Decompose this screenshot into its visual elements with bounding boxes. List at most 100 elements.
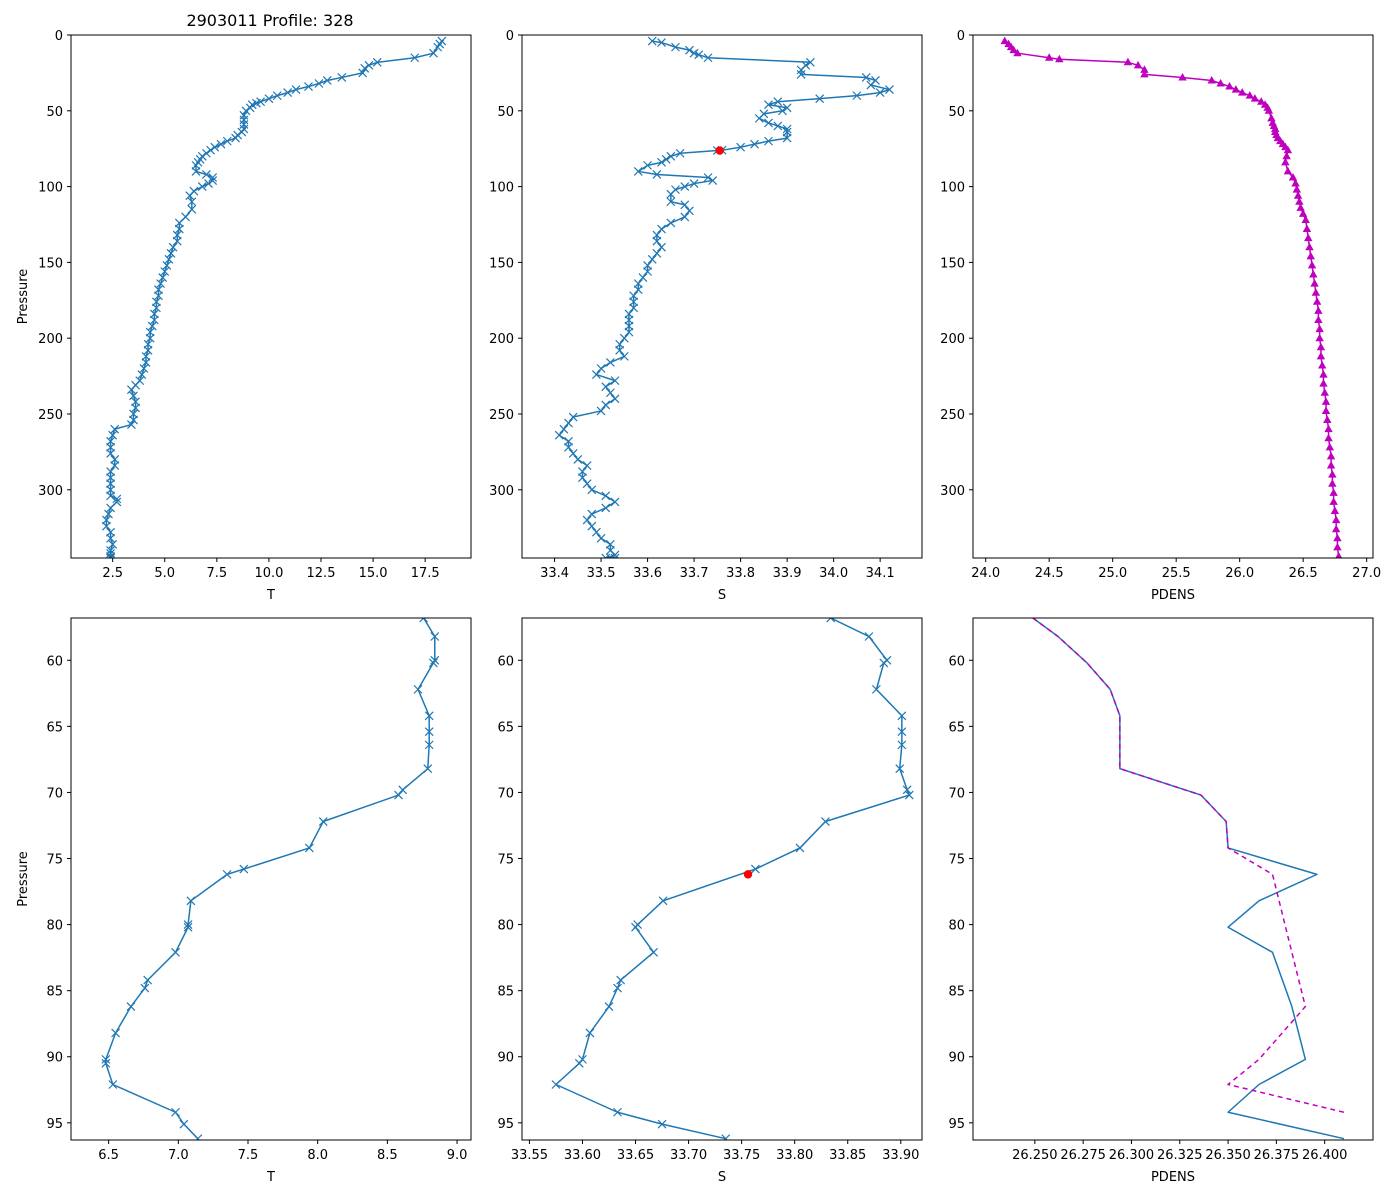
data-point-marker	[703, 173, 713, 182]
data-point-marker	[1133, 60, 1143, 69]
data-point-marker	[106, 503, 116, 513]
series-line-s	[558, 40, 891, 558]
y-tick-label: 250	[38, 408, 63, 423]
data-point-marker	[1319, 379, 1328, 387]
data-point-marker	[428, 658, 438, 668]
x-tick-label: 34.1	[866, 566, 895, 581]
x-tick-label: 33.70	[670, 1148, 707, 1163]
data-point-marker	[764, 136, 773, 146]
y-tick-label: 0	[957, 29, 965, 44]
data-point-marker	[605, 388, 615, 398]
data-point-marker	[1292, 185, 1302, 193]
y-tick-label: 85	[46, 985, 63, 1000]
data-point-marker	[596, 406, 606, 416]
data-point-marker	[110, 461, 120, 470]
y-tick-label: 85	[497, 985, 514, 1000]
data-point-marker	[633, 167, 643, 176]
data-point-marker	[337, 73, 347, 82]
y-tick-label: 70	[497, 786, 514, 801]
data-point-marker	[364, 60, 374, 70]
y-tick-label: 65	[948, 720, 965, 735]
data-point-marker	[272, 91, 282, 101]
x-tick-label: 33.80	[776, 1148, 813, 1163]
data-point-marker	[649, 947, 658, 957]
data-point-marker	[1315, 324, 1324, 333]
x-tick-label: 33.6	[633, 566, 662, 581]
data-point-marker	[897, 711, 907, 721]
y-tick-label: 250	[940, 408, 965, 423]
data-point-marker	[145, 333, 155, 343]
y-tick-label: 80	[948, 919, 965, 934]
x-tick-label: 26.250	[1012, 1148, 1058, 1163]
data-point-marker	[131, 403, 141, 413]
data-point-marker	[183, 920, 193, 930]
data-point-marker	[736, 142, 746, 152]
plot-frame	[521, 34, 923, 559]
data-point-marker	[1291, 179, 1300, 187]
y-tick-label: 90	[46, 1051, 63, 1066]
data-point-marker	[610, 376, 620, 386]
y-tick-label: 300	[489, 484, 514, 499]
data-point-marker	[750, 139, 759, 149]
data-point-marker	[1231, 85, 1241, 93]
data-point-marker	[778, 106, 787, 116]
data-point-marker	[782, 133, 792, 143]
data-point-marker	[619, 333, 629, 343]
data-point-marker	[1325, 442, 1335, 451]
y-axis-label: Pressure	[16, 269, 31, 325]
x-tick-label: 10.0	[254, 566, 283, 581]
y-tick-label: 50	[497, 105, 514, 120]
data-point-marker	[264, 94, 274, 104]
data-point-marker	[1331, 524, 1341, 533]
x-axis-label: PDENS	[1151, 588, 1195, 603]
x-tick-label: 6.5	[98, 1148, 119, 1163]
data-point-marker	[1302, 224, 1312, 233]
x-tick-label: 9.0	[447, 1148, 468, 1163]
data-point-marker	[638, 273, 648, 282]
data-point-marker	[322, 76, 332, 85]
data-point-marker	[610, 394, 620, 404]
x-axis-label: S	[718, 588, 726, 603]
data-point-marker	[631, 922, 640, 932]
data-point-marker	[685, 206, 694, 216]
x-tick-label: 25.5	[1162, 566, 1191, 581]
x-tick-label: 5.0	[154, 566, 175, 581]
data-point-marker	[782, 124, 792, 134]
data-point-marker	[821, 817, 830, 826]
data-point-marker	[703, 53, 713, 63]
data-point-marker	[430, 632, 440, 641]
data-point-marker	[610, 497, 620, 507]
data-point-marker	[104, 509, 113, 519]
data-point-marker	[1326, 461, 1336, 469]
y-tick-label: 200	[489, 332, 514, 347]
data-point-marker	[616, 975, 626, 985]
data-point-marker	[304, 843, 314, 853]
data-point-marker	[126, 1002, 136, 1011]
data-point-marker	[1333, 542, 1342, 551]
data-point-marker	[245, 103, 255, 113]
data-point-marker	[601, 503, 611, 513]
data-point-marker	[568, 448, 578, 458]
data-point-marker	[708, 176, 718, 185]
data-point-marker	[156, 279, 166, 289]
data-point-marker	[652, 248, 662, 258]
data-point-marker	[1296, 203, 1305, 211]
data-point-marker	[805, 57, 815, 67]
data-point-marker	[360, 63, 370, 73]
x-tick-label: 27.0	[1352, 566, 1381, 581]
x-tick-label: 33.65	[617, 1148, 654, 1163]
y-tick-label: 50	[46, 105, 63, 120]
y-tick-label: 95	[46, 1117, 63, 1132]
data-point-marker	[1295, 197, 1304, 205]
plot-area	[1032, 618, 1345, 1140]
data-point-marker	[582, 461, 592, 470]
data-point-marker	[318, 817, 328, 826]
data-point-marker	[187, 197, 197, 207]
data-point-marker	[564, 418, 573, 428]
data-point-marker	[101, 521, 111, 531]
x-tick-label: 12.5	[307, 566, 336, 581]
data-point-marker	[1307, 260, 1317, 269]
data-point-marker	[596, 364, 606, 373]
data-point-marker	[582, 479, 592, 489]
x-tick-label: 33.75	[723, 1148, 760, 1163]
